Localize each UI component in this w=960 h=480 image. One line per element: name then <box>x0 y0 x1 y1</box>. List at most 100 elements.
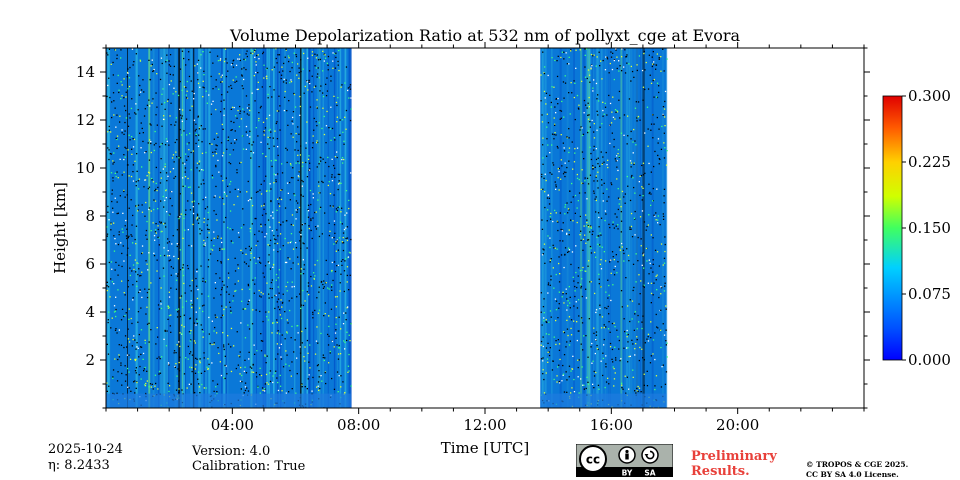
speckle <box>260 183 262 185</box>
speckle <box>114 269 116 271</box>
speckle <box>110 131 112 133</box>
speckle <box>263 204 265 207</box>
speckle <box>328 288 330 290</box>
heatmap-segment <box>106 48 352 409</box>
speckle <box>347 89 349 92</box>
speckle <box>126 354 129 356</box>
speckle <box>336 209 339 212</box>
speckle <box>626 248 628 250</box>
speckle <box>213 330 215 332</box>
speckle <box>569 302 571 304</box>
speckle <box>316 54 318 56</box>
streak <box>588 48 590 408</box>
speckle <box>217 136 219 138</box>
speckle <box>236 169 238 171</box>
speckle <box>241 75 243 77</box>
speckle <box>188 331 191 333</box>
preliminary-line-1: Preliminary <box>691 449 777 464</box>
speckle <box>113 250 116 252</box>
speckle <box>549 284 551 286</box>
speckle <box>587 131 589 134</box>
speckle <box>175 389 178 391</box>
speckle <box>199 392 201 394</box>
speckle <box>216 383 219 385</box>
speckle <box>314 309 316 312</box>
speckle <box>322 107 324 109</box>
speckle <box>280 299 282 301</box>
speckle <box>272 217 274 219</box>
y-tick-label: 12 <box>76 111 95 129</box>
speckle <box>153 199 155 201</box>
speckle <box>145 382 147 385</box>
speckle <box>267 143 269 145</box>
speckle <box>123 315 125 318</box>
speckle <box>343 270 346 272</box>
speckle <box>652 353 654 355</box>
speckle <box>341 223 343 225</box>
speckle <box>657 215 659 217</box>
speckle <box>185 300 187 302</box>
speckle <box>554 106 556 108</box>
speckle <box>342 381 344 383</box>
speckle <box>592 55 594 57</box>
speckle <box>176 245 178 248</box>
speckle <box>150 124 152 126</box>
speckle <box>229 163 232 165</box>
streak <box>642 48 645 408</box>
speckle <box>140 329 143 331</box>
speckle <box>660 148 663 150</box>
speckle <box>282 221 284 223</box>
speckle <box>587 265 589 267</box>
speckle <box>600 217 603 219</box>
speckle <box>541 219 543 221</box>
speckle <box>558 349 561 351</box>
speckle <box>586 77 588 80</box>
speckle <box>146 104 149 106</box>
speckle <box>610 56 613 58</box>
speckle <box>346 307 348 309</box>
speckle <box>342 237 344 239</box>
speckle <box>160 221 162 223</box>
streak <box>256 48 257 408</box>
speckle <box>184 167 187 169</box>
speckle <box>128 354 130 356</box>
speckle <box>593 190 595 192</box>
speckle <box>200 125 202 127</box>
speckle <box>639 293 641 295</box>
speckle <box>335 323 337 325</box>
speckle <box>299 105 301 108</box>
speckle <box>616 56 618 58</box>
speckle <box>333 137 336 139</box>
speckle <box>336 156 338 159</box>
speckle <box>626 62 628 64</box>
speckle <box>280 343 282 345</box>
speckle <box>625 392 627 394</box>
speckle <box>303 268 305 270</box>
speckle <box>615 225 617 227</box>
speckle <box>270 200 272 202</box>
speckle <box>540 340 543 343</box>
speckle <box>307 352 309 354</box>
speckle <box>581 269 583 271</box>
speckle <box>198 139 200 141</box>
speckle <box>660 286 662 288</box>
speckle <box>543 72 546 75</box>
speckle <box>314 211 316 214</box>
speckle <box>113 152 115 154</box>
speckle <box>315 121 317 123</box>
speckle <box>203 221 205 223</box>
speckle <box>588 106 590 108</box>
speckle <box>322 50 324 52</box>
speckle <box>551 133 554 135</box>
speckle <box>581 322 584 324</box>
speckle <box>280 77 282 80</box>
speckle <box>127 286 129 288</box>
speckle <box>568 344 571 346</box>
speckle <box>282 70 284 72</box>
speckle <box>542 163 544 165</box>
speckle <box>225 365 227 367</box>
speckle <box>617 149 619 151</box>
speckle <box>560 254 563 256</box>
speckle <box>562 293 564 295</box>
speckle <box>610 272 612 274</box>
